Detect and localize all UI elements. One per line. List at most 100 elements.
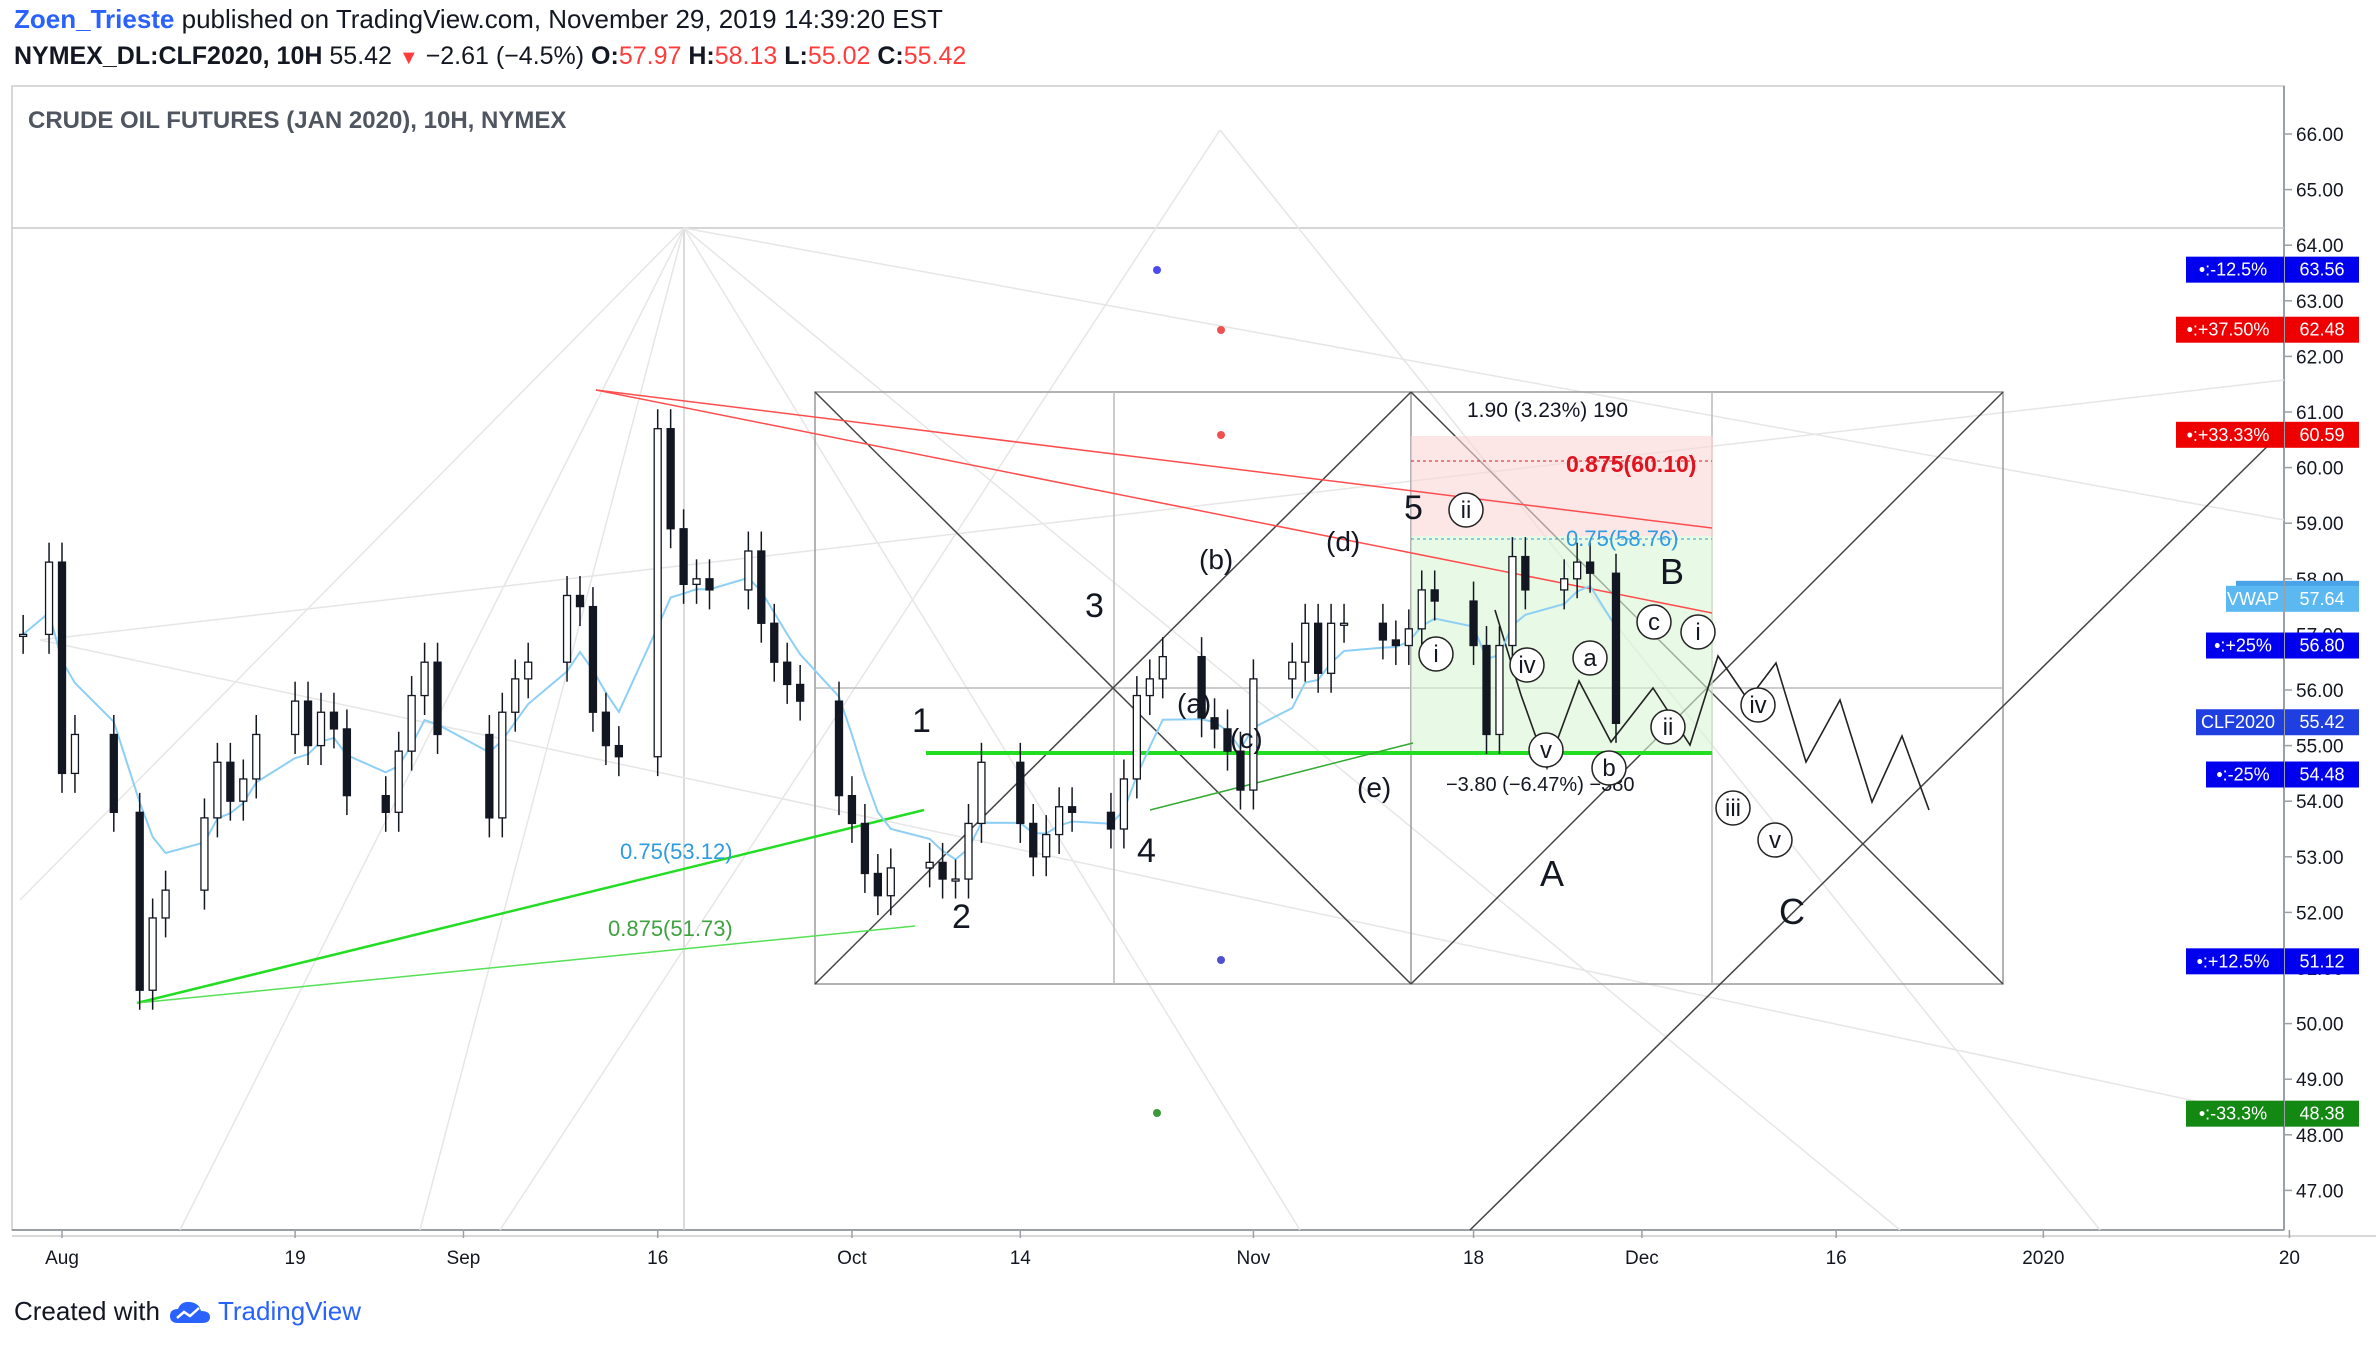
candle [951,878,960,882]
time-axis[interactable]: Aug19Sep16Oct14Nov18Dec16202020Feb [45,1230,2376,1269]
high-label: H: [688,42,715,70]
circled-label-ring [1715,790,1751,826]
candle [873,872,882,897]
y-tick-label: 64.00 [2296,236,2344,257]
badge-label: •:+33.33% [2187,425,2270,445]
candle [1326,622,1336,674]
candle [1106,811,1116,830]
symbol-ohlc-bar: NYMEX_DL:CLF2020, 10H 55.42 ▼ −2.61 (−4.… [14,42,966,71]
candle [1482,644,1491,736]
badge-value-bg [2285,421,2359,448]
marker-dot [1153,266,1161,274]
ema-line [22,576,1617,861]
circled-label-ring [1418,636,1454,672]
candle [1430,589,1439,602]
wave-label-d: (d) [1326,526,1360,557]
price-badges: •:-12.5% 63.56 •:+37.50% 62.48 •:+33.33% 60.5… [2176,256,2359,1127]
high-value: 58.13 [714,42,778,70]
price-badge: •:+12.5% 51.12 [2186,948,2359,975]
circled-label-text: iv [1518,652,1535,679]
x-tick-label: 19 [285,1248,306,1269]
price-badge: •:+25% 56.80 [2206,632,2359,659]
badge-label: •:+25% [2214,636,2272,656]
y-tick-label: 47.00 [2296,1181,2344,1202]
candle [1249,678,1258,791]
candle [135,811,144,991]
wave-label-5: 5 [1404,489,1423,527]
badge-label-bg [2186,1100,2284,1127]
published-text: published on TradingView.com, November 2… [181,4,943,34]
low-value: 55.02 [807,42,871,70]
candle [1508,555,1517,647]
candle [938,861,947,880]
badge-value-bg [2285,585,2359,612]
candle [290,700,300,736]
circled-label-text: iii [1725,795,1741,822]
wave-label-a: (a) [1177,688,1211,719]
candle [1145,678,1154,697]
candle [1378,622,1388,641]
close-label: C: [877,42,904,70]
wave-label-2: 2 [952,898,971,936]
created-with-text: Created with [14,1296,160,1326]
candle [148,917,157,991]
price-badge: •:-33.3% 48.38 [2186,1100,2359,1127]
y-tick-label: 48.00 [2296,1126,2344,1147]
candle [329,711,339,730]
price-axis[interactable]: 66.00 65.00 64.00 63.00 62.00 61.00 60.00 59.00… [2284,125,2344,1202]
candle [562,594,572,663]
badge-label: VWAP [2227,589,2279,609]
x-tick-label: 18 [1463,1248,1484,1269]
candle [381,794,390,813]
y-tick-label: 50.00 [2296,1015,2344,1036]
measure-bottom: −3.80 (−6.47%) −380 [1446,774,1634,796]
marker-dot [1217,431,1225,439]
candle [1119,778,1129,830]
circled-label-text: iv [1749,692,1766,719]
candle [1339,622,1349,626]
x-tick-label: Oct [837,1248,867,1269]
circled-label-ring [1591,750,1627,786]
author-link[interactable]: Zoen_Trieste [14,4,175,34]
wave-label-B: B [1660,551,1684,592]
candle [226,761,235,802]
price-badge: •:-12.5% 63.56 [2186,256,2359,283]
candle [1314,622,1323,674]
ema-line-path [22,576,1617,861]
tradingview-brand-link[interactable]: TradingView [217,1296,362,1326]
badge-value: 60.59 [2299,425,2344,445]
candle [420,661,429,697]
price-badge: VWAP 57.64 [2226,585,2359,612]
circled-label-text: b [1602,755,1615,782]
badge-label-bg [2176,316,2284,343]
wave-label-1: 1 [912,702,931,740]
candle [1560,578,1569,591]
y-tick-label: 53.00 [2296,848,2344,869]
badge-label-bg [2226,585,2284,612]
open-value: 57.97 [618,42,682,70]
down-arrow-icon: ▼ [398,47,419,69]
circled-label-ring [1636,604,1672,640]
y-tick-label: 60.00 [2296,459,2344,480]
candle [213,761,222,819]
abc-wave-labels: (a) (b) (c) (d) (e) [1177,526,1391,803]
x-tick-label: 16 [1826,1248,1847,1269]
candle [1417,589,1426,630]
candle [1404,628,1413,647]
chart-title: CRUDE OIL FUTURES (JAN 2020), 10H, NYMEX [28,107,566,134]
marker-dot [1153,1109,1161,1117]
candle [1573,561,1582,580]
candle [109,733,118,813]
badge-label: •:-33.3% [2199,1104,2267,1124]
circled-label-text: v [1540,737,1552,764]
x-tick-label: 16 [647,1248,668,1269]
candle [524,661,533,680]
x-tick-label: 20 [2279,1248,2300,1269]
y-tick-label: 59.00 [2296,514,2344,535]
candle [860,822,870,875]
circled-label-ring [1448,492,1484,528]
candle [666,428,675,530]
candle [394,750,403,813]
badge-value-bg [2285,1100,2359,1127]
